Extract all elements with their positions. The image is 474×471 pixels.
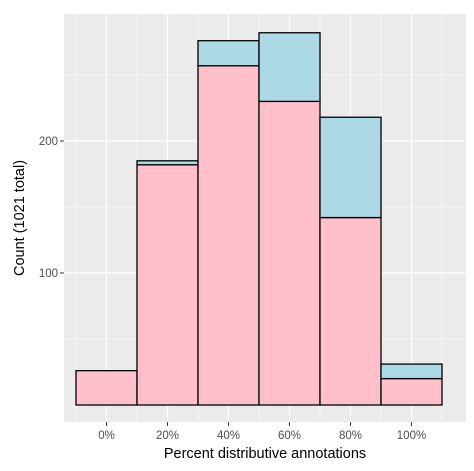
x-tick-label: 0% (98, 430, 115, 442)
x-tick-label: 60% (278, 430, 301, 442)
bar-60pct-series-1 (258, 100, 321, 406)
bar-0pct-series-1 (75, 370, 138, 406)
bar-100pct-series-1 (380, 377, 443, 406)
y-axis-title: Count (1021 total) (12, 160, 28, 276)
bar-20pct-series-1 (136, 164, 199, 406)
x-tick-label: 100% (397, 430, 426, 442)
y-tick-label: 100 (39, 268, 58, 280)
bars (75, 32, 443, 406)
y-axis: 100 200 (39, 136, 64, 280)
bar-40pct-series-2 (197, 40, 260, 67)
x-tick-label: 80% (339, 430, 362, 442)
bar-20pct-series-2 (136, 160, 199, 166)
bar-80pct-series-2 (319, 116, 382, 219)
bar-60pct-series-2 (258, 32, 321, 103)
x-tick-label: 40% (217, 430, 240, 442)
bar-40pct-series-1 (197, 65, 260, 406)
bar-100pct-series-2 (380, 363, 443, 380)
y-tick-label: 200 (39, 136, 58, 148)
x-axis-title: Percent distributive annotations (164, 446, 366, 462)
bar-80pct-series-1 (319, 216, 382, 406)
x-tick-label: 20% (156, 430, 179, 442)
x-axis: 0% 20% 40% 60% 80% 100% (98, 422, 426, 442)
